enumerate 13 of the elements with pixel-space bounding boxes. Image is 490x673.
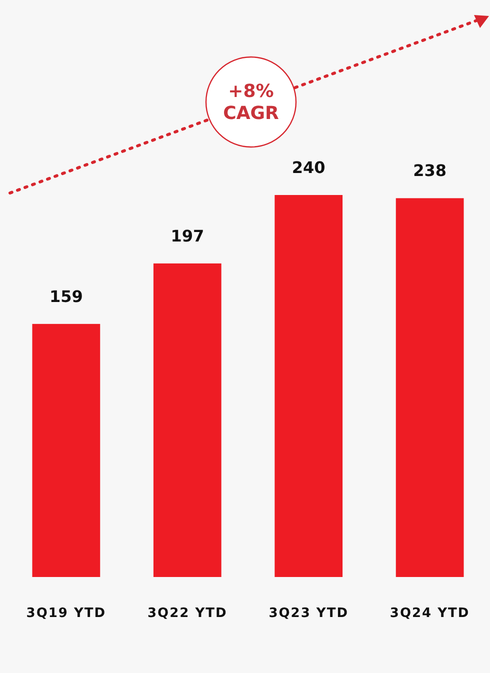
bar <box>153 263 222 577</box>
x-tick-label: 3Q22 YTD <box>147 606 228 621</box>
x-tick-label: 3Q23 YTD <box>268 606 349 621</box>
bar <box>396 198 464 577</box>
text: +8% CAGR <box>223 81 280 124</box>
bar <box>32 324 100 577</box>
bar <box>274 195 343 577</box>
x-tick-label: 3Q19 YTD <box>26 606 106 621</box>
data-label: 159 <box>49 286 83 306</box>
data-label: 197 <box>170 226 204 246</box>
x-tick-label: 3Q24 YTD <box>390 606 470 621</box>
data-label: 238 <box>413 161 447 180</box>
data-label: 240 <box>292 158 326 177</box>
